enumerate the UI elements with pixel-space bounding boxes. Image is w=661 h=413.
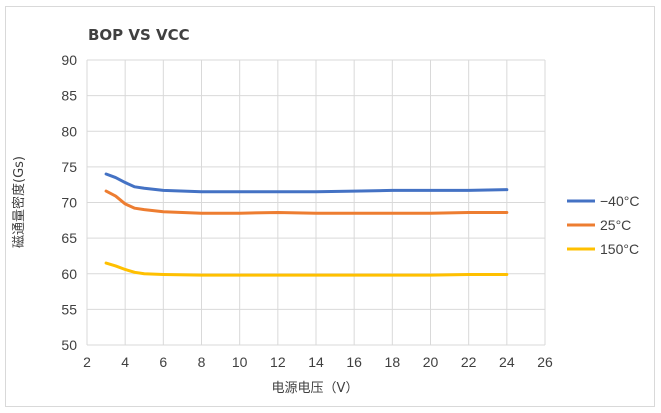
- chart-title: BOP VS VCC: [88, 26, 190, 44]
- y-axis-label: 磁通量密度(Gs): [11, 156, 27, 248]
- series-lines: [104, 172, 509, 277]
- series-line-0: [104, 172, 509, 194]
- y-tick-label: 80: [61, 123, 77, 139]
- series-line-1: [104, 189, 509, 215]
- legend: −40°C 25°C 150°C: [567, 193, 639, 257]
- x-tick-label: 8: [198, 354, 206, 370]
- y-tick-labels: 50 55 60 65 70 75 80 85 90: [61, 52, 77, 353]
- x-tick-label: 26: [537, 354, 553, 370]
- y-tick-label: 50: [61, 337, 77, 353]
- x-tick-label: 2: [83, 354, 91, 370]
- x-tick-label: 4: [121, 354, 129, 370]
- chart-frame: [5, 6, 655, 407]
- x-tick-labels: 2 4 6 8 10 12 14 16 18 20 22 24 26: [83, 354, 553, 370]
- x-tick-label: 12: [270, 354, 286, 370]
- legend-label: −40°C: [600, 193, 639, 209]
- x-tick-label: 24: [499, 354, 515, 370]
- y-tick-label: 65: [61, 230, 77, 246]
- y-tick-label: 85: [61, 88, 77, 104]
- y-tick-label: 75: [61, 159, 77, 175]
- series-line-2: [104, 261, 509, 277]
- y-tick-label: 70: [61, 195, 77, 211]
- y-tick-label: 60: [61, 266, 77, 282]
- x-tick-label: 16: [346, 354, 362, 370]
- legend-label: 25°C: [600, 217, 631, 233]
- x-tick-label: 14: [308, 354, 324, 370]
- x-tick-label: 10: [232, 354, 248, 370]
- x-tick-label: 22: [461, 354, 477, 370]
- y-tick-label: 90: [61, 52, 77, 68]
- x-tick-label: 6: [159, 354, 167, 370]
- x-tick-label: 18: [385, 354, 401, 370]
- y-tick-label: 55: [61, 301, 77, 317]
- grid-lines: [86, 59, 546, 346]
- legend-label: 150°C: [600, 241, 639, 257]
- x-tick-label: 20: [423, 354, 439, 370]
- x-axis-label: 电源电压（V）: [272, 381, 359, 396]
